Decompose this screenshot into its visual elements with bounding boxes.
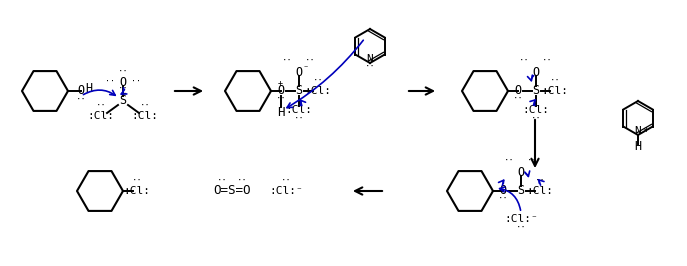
Text: H: H	[278, 106, 284, 118]
Text: ··: ··	[550, 77, 561, 86]
Text: :Cl:: :Cl:	[286, 105, 313, 115]
Text: ··: ··	[131, 77, 141, 86]
Text: ··: ··	[497, 195, 508, 204]
Text: +: +	[278, 78, 282, 88]
Text: S: S	[517, 185, 525, 197]
Text: O: O	[515, 85, 521, 98]
Text: ··: ··	[527, 157, 538, 166]
Text: ··: ··	[305, 57, 316, 66]
Text: ··: ··	[282, 57, 293, 66]
Text: ··: ··	[513, 95, 523, 104]
Text: ··: ··	[280, 177, 291, 186]
Text: ··: ··	[236, 177, 247, 186]
Text: ··: ··	[534, 177, 545, 186]
Text: :Cl:: :Cl:	[523, 105, 550, 115]
Text: :Cl:: :Cl:	[541, 86, 569, 96]
Text: :Cl:: :Cl:	[526, 186, 554, 196]
Text: ··: ··	[516, 224, 526, 233]
Text: ··: ··	[95, 102, 106, 111]
Text: ··: ··	[216, 177, 227, 186]
Text: O: O	[499, 185, 506, 197]
Text: O: O	[120, 76, 126, 89]
Text: O: O	[517, 165, 525, 178]
Text: O: O	[278, 85, 284, 98]
Text: O: O	[532, 65, 539, 78]
Text: :Cl:: :Cl:	[124, 186, 150, 196]
Text: ··: ··	[117, 68, 128, 77]
Text: ··: ··	[293, 115, 304, 124]
Text: ··: ··	[530, 115, 541, 124]
Text: :Cl:: :Cl:	[87, 111, 115, 121]
Text: ··: ··	[313, 77, 324, 86]
Text: ··: ··	[132, 177, 142, 186]
Text: N: N	[367, 54, 373, 64]
Text: ··: ··	[76, 96, 87, 105]
Text: S: S	[295, 85, 302, 98]
Text: N: N	[635, 126, 642, 136]
Text: :Cl:: :Cl:	[304, 86, 332, 96]
Text: ··: ··	[275, 95, 286, 104]
Text: +: +	[644, 124, 649, 134]
Text: H: H	[634, 140, 642, 153]
Text: ··: ··	[519, 57, 530, 66]
Text: ··: ··	[504, 157, 515, 166]
Text: :Cl:⁻: :Cl:⁻	[504, 214, 538, 224]
Text: ··: ··	[117, 85, 128, 94]
Text: O: O	[78, 85, 85, 98]
Text: :Cl:⁻: :Cl:⁻	[269, 186, 303, 196]
Text: :Cl:: :Cl:	[131, 111, 159, 121]
Text: S: S	[532, 85, 539, 98]
Text: S: S	[120, 94, 126, 107]
Text: ⁻: ⁻	[303, 64, 309, 74]
Text: ··: ··	[105, 77, 115, 86]
Text: ··: ··	[542, 57, 553, 66]
Text: ··: ··	[139, 102, 150, 111]
Text: ··: ··	[365, 63, 375, 72]
Text: O: O	[295, 65, 302, 78]
Text: H: H	[85, 82, 93, 95]
Text: O=S=O: O=S=O	[213, 185, 251, 197]
